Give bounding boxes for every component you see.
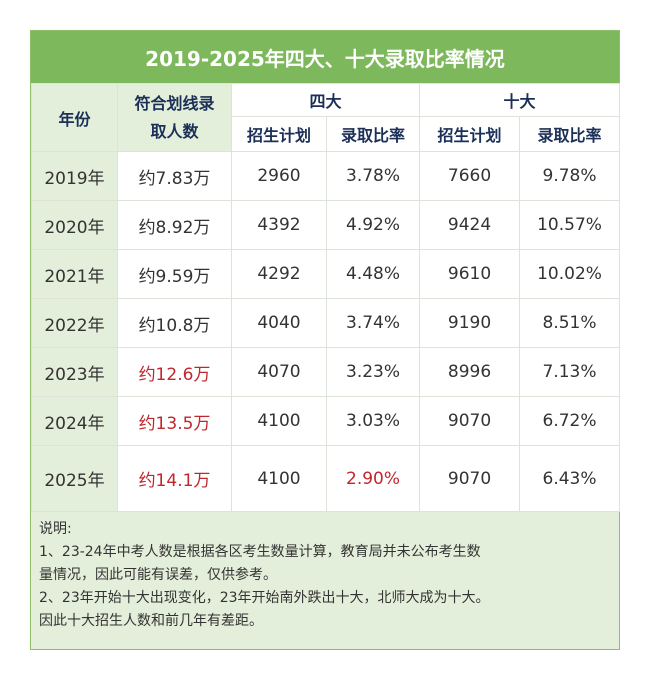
header-cell: 符合划线录取人数 [117,83,232,152]
header-cell: 四大 [230,83,421,117]
row-header: 2023年 [31,347,118,397]
cell: 7.13% [519,347,621,397]
header-cell: 录取比率 [325,116,421,152]
cell: 4040 [231,298,327,348]
cell: 4.92% [325,200,421,250]
row-header: 2020年 [31,200,118,250]
title: 2019-2025年四大、十大录取比率情况 [31,31,619,83]
cell: 10.57% [519,200,621,250]
row-header: 2021年 [31,249,118,299]
note-line: 量情况，因此可能有误差，仅供参考。 [39,567,277,583]
notes: 说明: 1、23-24年中考人数是根据各区考生数量计算，教育局并未公布考生数 量情况… [31,512,619,639]
cell: 10.02% [519,249,621,299]
cell: 7660 [419,151,521,201]
table-row: 2024年 约13.5万 4100 3.03% 9070 6.72% [31,396,621,446]
header-cell: 录取比率 [519,116,621,152]
cell: 2.90% [325,445,421,512]
cell: 约13.5万 [117,396,232,446]
cell: 4292 [231,249,327,299]
cell: 9424 [419,200,521,250]
table-row: 2021年 约9.59万 4292 4.48% 9610 10.02% [31,249,621,299]
cell: 9.78% [519,151,621,201]
table-row: 2020年 约8.92万 4392 4.92% 9424 10.57% [31,200,621,250]
cell: 约9.59万 [117,249,232,299]
header-cell: 十大 [419,83,621,117]
cell: 9190 [419,298,521,348]
table-body: 2019年 约7.83万 2960 3.78% 7660 9.78% 2020年 约8.92万… [31,151,621,512]
table-row: 2023年 约12.6万 4070 3.23% 8996 7.13% [31,347,621,397]
cell: 4100 [231,396,327,446]
cell: 6.72% [519,396,621,446]
cell: 约12.6万 [117,347,232,397]
cell: 9070 [419,445,521,512]
row-header: 2022年 [31,298,118,348]
row-header: 2024年 [31,396,118,446]
cell: 8996 [419,347,521,397]
header-cell: 年份 [31,83,118,152]
cell: 4392 [231,200,327,250]
row-header: 2025年 [31,445,118,512]
header-cell: 招生计划 [419,116,521,152]
cell: 3.03% [325,396,421,446]
cell: 约7.83万 [117,151,232,201]
cell: 约14.1万 [117,445,232,512]
table-card: 2019-2025年四大、十大录取比率情况 年份 符合划线录取人数 四大 十大 … [30,30,621,650]
table: 年份 符合划线录取人数 四大 十大 招生计划 录取比率 招生计划 录取比率 20… [31,83,621,512]
table-row: 2022年 约10.8万 4040 3.74% 9190 8.51% [31,298,621,348]
table-row: 2025年 约14.1万 4100 2.90% 9070 6.43% [31,445,621,512]
cell: 4070 [231,347,327,397]
note-line: 说明: [39,521,72,537]
cell: 3.74% [325,298,421,348]
cell: 3.78% [325,151,421,201]
row-header: 2019年 [31,151,118,201]
cell: 约8.92万 [117,200,232,250]
table-row: 2019年 约7.83万 2960 3.78% 7660 9.78% [31,151,621,201]
cell: 6.43% [519,445,621,512]
note-line: 2、23年开始十大出现变化，23年开始南外跌出十大，北师大成为十大。 [39,590,490,606]
cell: 9610 [419,249,521,299]
cell: 约10.8万 [117,298,232,348]
cell: 3.23% [325,347,421,397]
cell: 8.51% [519,298,621,348]
note-line: 因此十大招生人数和前几年有差距。 [39,613,263,629]
cell: 2960 [231,151,327,201]
header-cell: 招生计划 [231,116,327,152]
cell: 4100 [231,445,327,512]
cell: 9070 [419,396,521,446]
cell: 4.48% [325,249,421,299]
note-line: 1、23-24年中考人数是根据各区考生数量计算，教育局并未公布考生数 [39,544,481,560]
